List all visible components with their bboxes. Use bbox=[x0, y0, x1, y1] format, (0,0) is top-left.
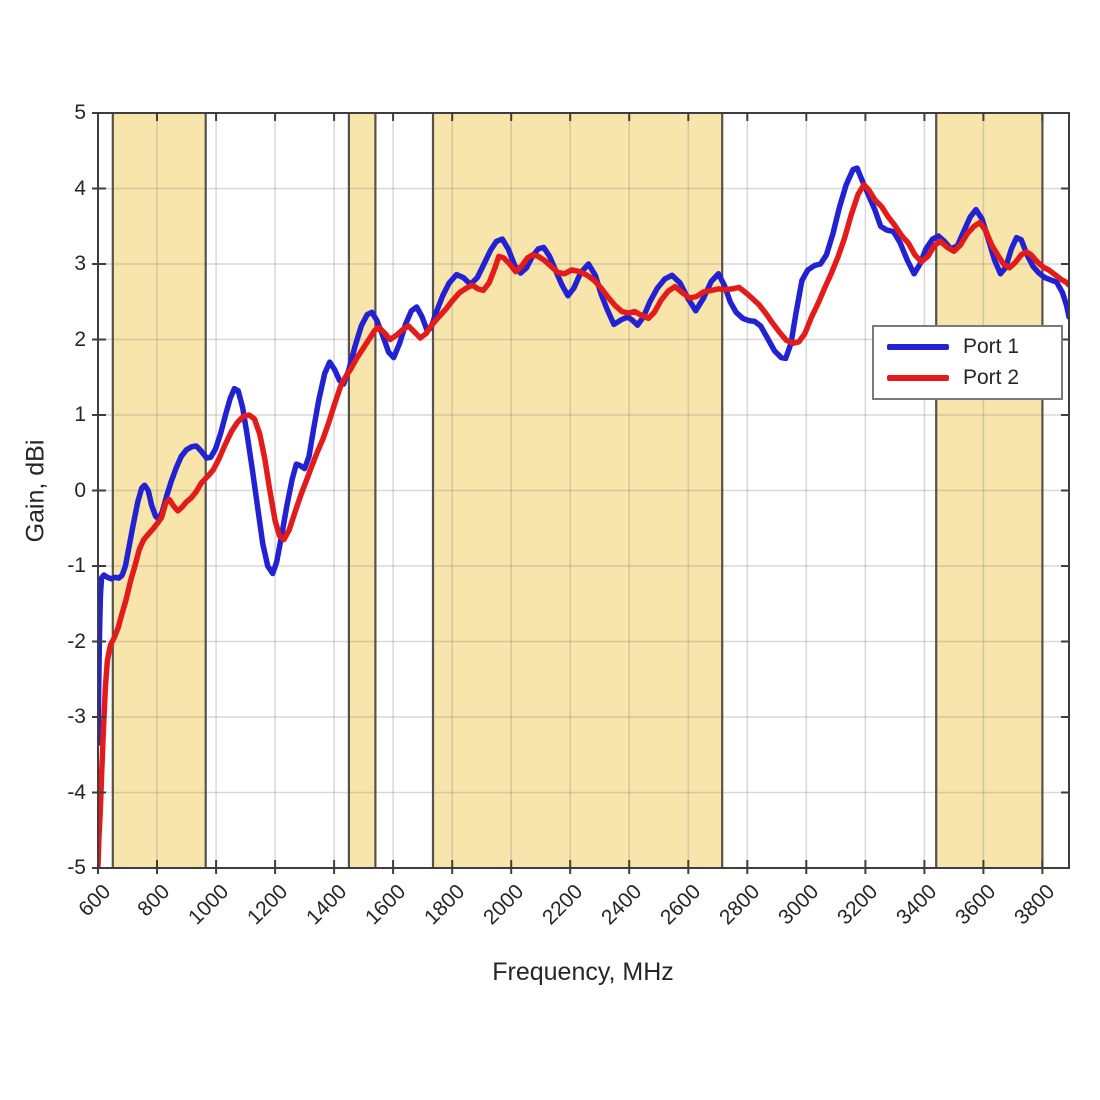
y-tick-label: -3 bbox=[67, 705, 86, 728]
curve-port-2 bbox=[98, 181, 1069, 868]
y-tick-label: 2 bbox=[74, 327, 86, 351]
y-tick-label: 4 bbox=[74, 176, 86, 200]
legend: Port 1 Port 2 bbox=[872, 325, 1063, 400]
highlight-band bbox=[433, 113, 723, 868]
curve-port-1 bbox=[98, 165, 1069, 747]
y-tick-label: -5 bbox=[67, 856, 86, 879]
y-tick-label: -4 bbox=[67, 780, 86, 804]
y-tick-label: 0 bbox=[74, 478, 86, 502]
legend-label-port1: Port 1 bbox=[963, 334, 1020, 358]
port1-line-swatch bbox=[887, 343, 949, 350]
legend-label-port2: Port 2 bbox=[963, 366, 1020, 390]
highlight-band bbox=[112, 113, 206, 868]
legend-item-port2: Port 2 bbox=[874, 366, 1061, 390]
legend-item-port1: Port 1 bbox=[874, 335, 1061, 359]
y-tick-label: -1 bbox=[67, 554, 86, 577]
highlight-band bbox=[348, 113, 376, 868]
y-tick-label: 3 bbox=[74, 252, 86, 275]
x-axis-label: Frequency, MHz bbox=[492, 958, 674, 986]
y-tick-label: 5 bbox=[74, 101, 86, 124]
y-tick-label: -2 bbox=[67, 629, 86, 653]
port2-line-swatch bbox=[887, 375, 949, 382]
y-tick-label: 1 bbox=[74, 403, 86, 426]
